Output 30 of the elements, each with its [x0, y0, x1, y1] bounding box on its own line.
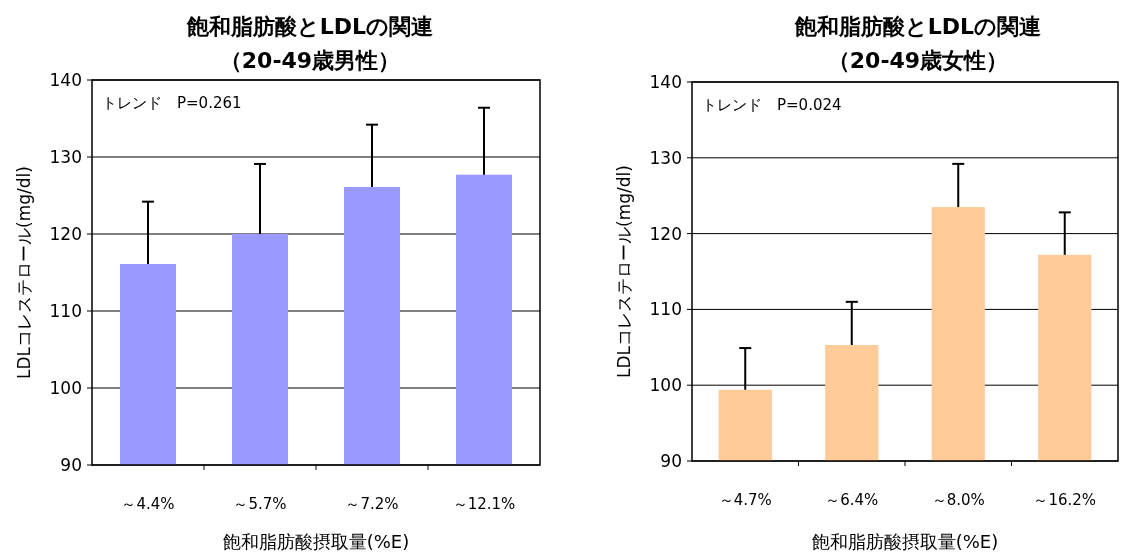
y-tick-label: 140	[49, 69, 82, 90]
x-axis-title: 飽和脂肪酸摂取量(%E)	[222, 531, 410, 552]
y-tick-label: 110	[649, 299, 682, 320]
y-tick-label: 130	[49, 146, 82, 167]
x-tick-label: ～5.7%	[233, 495, 287, 513]
y-tick-label: 130	[649, 147, 682, 168]
y-tick-label: 110	[49, 300, 82, 321]
y-tick-label: 100	[49, 377, 82, 398]
annotation: トレンド P=0.261	[102, 94, 242, 112]
chart-title: 飽和脂肪酸とLDLの関連	[185, 14, 434, 39]
x-tick-label: ～7.2%	[345, 495, 399, 513]
chart-subtitle: （20-49歳男性）	[219, 48, 401, 73]
y-tick-label: 140	[649, 71, 682, 92]
x-tick-label: ～6.4%	[825, 491, 879, 509]
x-axis-title: 飽和脂肪酸摂取量(%E)	[811, 531, 999, 552]
y-axis-title: LDLコレステロール(mg/dl)	[14, 166, 34, 379]
x-tick-label: ～8.0%	[931, 491, 985, 509]
y-axis-title: LDLコレステロール(mg/dl)	[614, 165, 634, 378]
x-tick-label: ～12.1%	[452, 495, 516, 513]
y-tick-label: 90	[660, 450, 682, 471]
chart-title: 飽和脂肪酸とLDLの関連	[793, 14, 1042, 39]
x-tick-label: ～4.7%	[718, 491, 772, 509]
x-tick-label: ～16.2%	[1033, 491, 1097, 509]
x-tick-label: ～4.4%	[121, 495, 175, 513]
y-tick-label: 90	[60, 454, 82, 475]
y-tick-label: 100	[649, 375, 682, 396]
y-tick-label: 120	[649, 223, 682, 244]
chart-subtitle: （20-49歳女性）	[827, 48, 1009, 73]
y-tick-label: 120	[49, 223, 82, 244]
annotation: トレンド P=0.024	[702, 96, 842, 114]
